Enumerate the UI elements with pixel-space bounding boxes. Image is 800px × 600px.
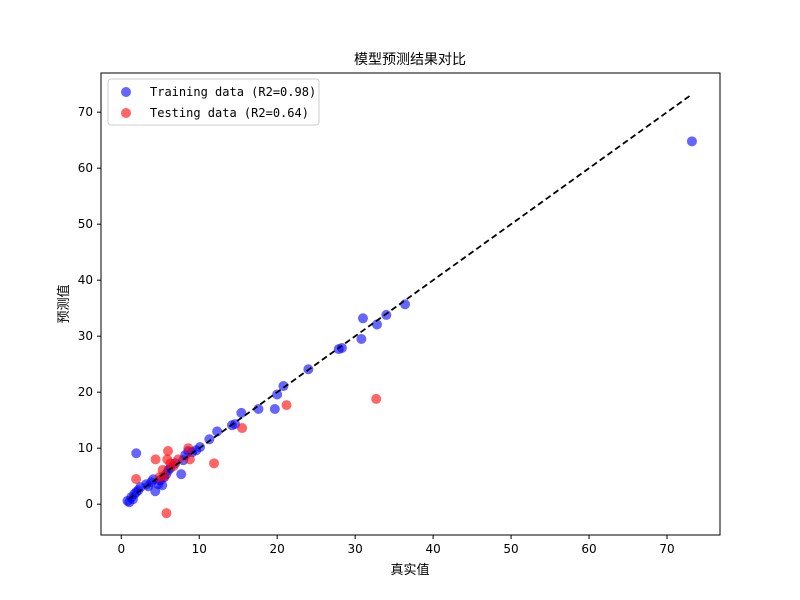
- y-tick-label: 10: [78, 441, 93, 455]
- y-tick-label: 30: [78, 329, 93, 343]
- training-point: [269, 404, 280, 414]
- y-axis: 0 10 20 30 40 50 60 70: [78, 105, 101, 511]
- y-tick-label: 40: [78, 273, 93, 287]
- x-tick-label: 10: [192, 542, 207, 556]
- training-point: [212, 426, 223, 437]
- training-point: [400, 299, 411, 310]
- training-point: [236, 407, 247, 418]
- legend-box: [107, 78, 320, 126]
- x-tick-label: 50: [503, 542, 518, 556]
- testing-point: [150, 454, 161, 465]
- testing-point: [131, 474, 142, 484]
- y-tick-label: 0: [85, 497, 93, 511]
- training-point: [131, 448, 142, 459]
- training-point: [204, 434, 215, 445]
- legend-marker-testing: [121, 108, 131, 118]
- y-tick-label: 20: [78, 385, 93, 399]
- x-tick-label: 70: [659, 542, 674, 556]
- training-point: [686, 136, 697, 147]
- legend-label-testing: Testing data (R2=0.64): [150, 106, 309, 120]
- ideal-fit-line: [128, 93, 693, 500]
- legend-label-training: Training data (R2=0.98): [150, 85, 316, 99]
- legend: Training data (R2=0.98) Testing data (R2…: [107, 78, 320, 126]
- chart-title: 模型预测结果对比: [354, 52, 466, 68]
- training-point: [381, 309, 392, 320]
- x-tick-label: 60: [581, 542, 596, 556]
- testing-point: [281, 400, 292, 411]
- x-tick-label: 0: [117, 542, 125, 556]
- training-point: [357, 313, 368, 324]
- testing-point: [209, 458, 220, 469]
- testing-point: [237, 423, 248, 434]
- x-axis-label: 真实值: [390, 562, 429, 578]
- y-axis-label: 预测值: [56, 284, 72, 323]
- plot-area: [122, 93, 697, 519]
- plot-frame: [100, 72, 721, 536]
- x-tick-label: 40: [425, 542, 440, 556]
- legend-marker-training: [121, 87, 131, 97]
- testing-point: [157, 465, 168, 476]
- x-tick-label: 20: [270, 542, 285, 556]
- training-point: [176, 469, 187, 480]
- testing-point: [161, 508, 172, 519]
- training-point: [371, 319, 382, 330]
- y-tick-label: 50: [78, 217, 93, 231]
- training-point: [336, 342, 347, 353]
- y-tick-label: 70: [78, 105, 93, 119]
- testing-point: [183, 443, 194, 454]
- y-tick-label: 60: [78, 161, 93, 175]
- x-axis: 0 10 20 30 40 50 60 70: [117, 535, 675, 556]
- testing-point: [184, 454, 195, 465]
- testing-point: [371, 393, 382, 404]
- x-tick-label: 30: [348, 542, 363, 556]
- training-point: [356, 334, 367, 344]
- training-point: [278, 381, 289, 392]
- testing-point: [163, 446, 174, 456]
- training-point: [157, 480, 168, 491]
- training-point: [272, 389, 283, 400]
